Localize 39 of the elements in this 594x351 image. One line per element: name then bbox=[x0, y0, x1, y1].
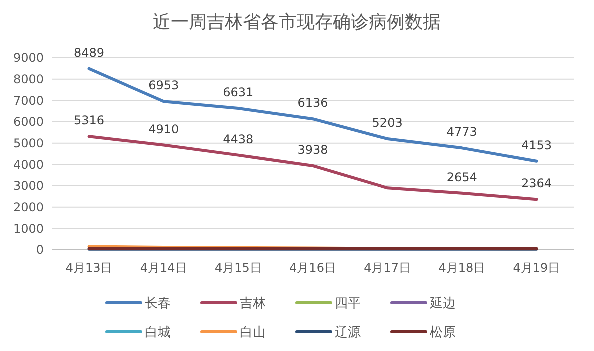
data-label: 4438 bbox=[223, 132, 254, 146]
data-label: 6136 bbox=[298, 96, 328, 110]
x-tick-label: 4月15日 bbox=[214, 261, 262, 275]
y-tick-label: 6000 bbox=[13, 115, 44, 130]
y-tick-label: 4000 bbox=[13, 158, 44, 172]
chart-title: 近一周吉林省各市现存确诊病例数据 bbox=[153, 12, 441, 33]
y-tick-label: 3000 bbox=[13, 179, 44, 194]
y-tick-label: 5000 bbox=[13, 136, 44, 151]
data-label: 6953 bbox=[148, 78, 180, 93]
legend-label: 吉林 bbox=[240, 296, 266, 312]
y-tick-label: 7000 bbox=[13, 94, 44, 108]
legend-label: 延边 bbox=[429, 296, 456, 312]
data-label: 5203 bbox=[372, 116, 403, 130]
y-tick-label: 0 bbox=[36, 243, 44, 258]
legend-label: 白山 bbox=[240, 326, 266, 341]
data-label: 2364 bbox=[521, 176, 552, 191]
x-tick-label: 4月14日 bbox=[140, 261, 188, 275]
legend-label: 长春 bbox=[145, 296, 171, 312]
x-tick-label: 4月13日 bbox=[66, 261, 113, 275]
legend-label: 四平 bbox=[335, 296, 361, 312]
y-tick-label: 9000 bbox=[13, 51, 44, 66]
x-tick-label: 4月19日 bbox=[513, 261, 560, 275]
x-tick-label: 4月17日 bbox=[364, 261, 412, 275]
legend-label: 松原 bbox=[430, 326, 456, 341]
legend-label: 白城 bbox=[145, 326, 171, 341]
y-tick-label: 1000 bbox=[13, 222, 44, 236]
data-label: 4773 bbox=[446, 125, 478, 140]
x-tick-label: 4月18日 bbox=[438, 261, 486, 275]
data-label: 4910 bbox=[148, 122, 180, 136]
data-label: 8489 bbox=[74, 46, 105, 60]
legend-label: 辽源 bbox=[335, 326, 361, 341]
data-label: 6631 bbox=[223, 86, 254, 100]
data-label: 3938 bbox=[298, 142, 328, 157]
x-tick-label: 4月16日 bbox=[290, 261, 336, 275]
data-label: 2654 bbox=[446, 170, 478, 184]
data-label: 5316 bbox=[74, 114, 105, 128]
y-tick-label: 2000 bbox=[13, 200, 44, 215]
data-label: 4153 bbox=[521, 138, 552, 152]
y-tick-label: 8000 bbox=[13, 72, 44, 87]
